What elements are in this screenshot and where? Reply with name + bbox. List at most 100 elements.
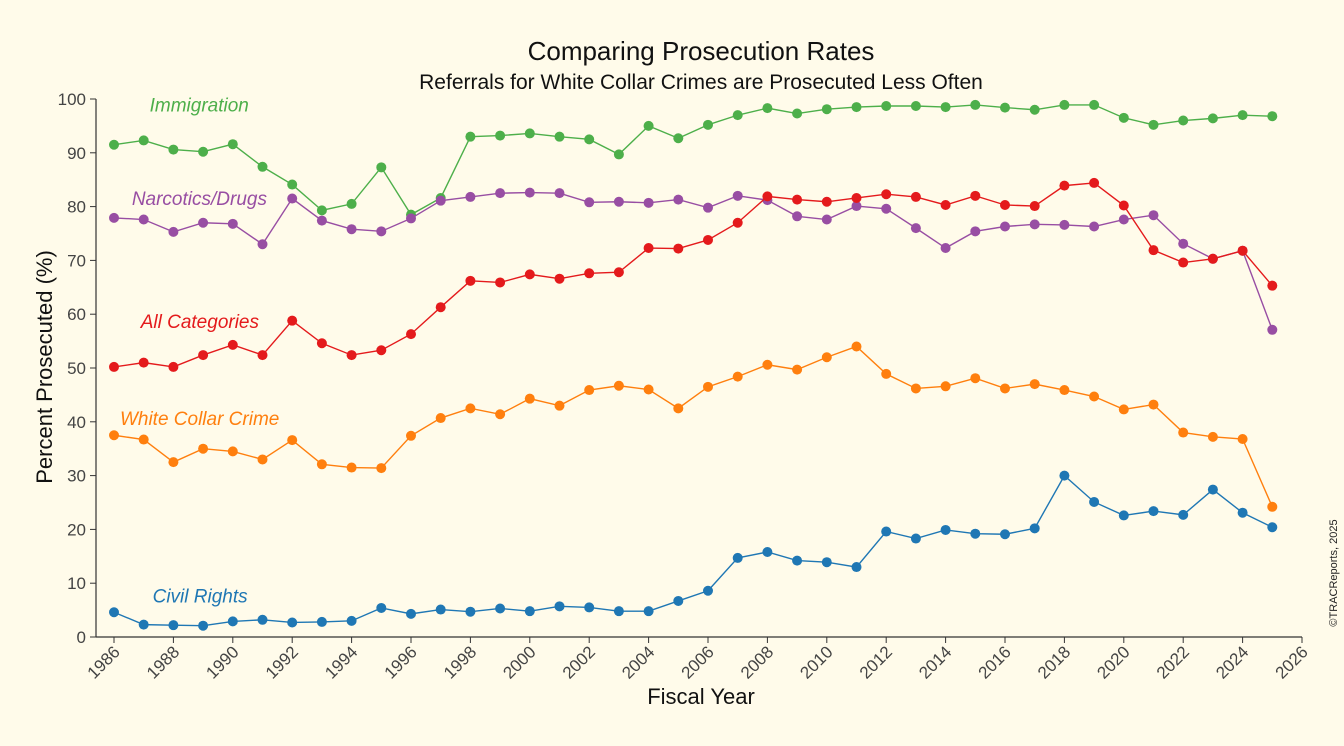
data-point-civil-rights bbox=[198, 620, 209, 631]
data-point-immigration bbox=[792, 108, 803, 119]
data-point-narcotics-drugs bbox=[703, 202, 713, 213]
data-point-all-categories bbox=[1178, 257, 1189, 268]
data-point-white-collar-crime bbox=[168, 457, 179, 468]
data-point-all-categories bbox=[257, 350, 268, 361]
data-point-immigration bbox=[970, 99, 981, 110]
data-point-narcotics-drugs bbox=[673, 194, 684, 205]
data-point-all-categories bbox=[406, 329, 416, 340]
data-point-all-categories bbox=[762, 191, 773, 202]
data-point-all-categories bbox=[1118, 200, 1129, 211]
data-point-white-collar-crime bbox=[198, 443, 209, 454]
data-point-narcotics-drugs bbox=[1059, 219, 1070, 230]
data-point-civil-rights bbox=[138, 619, 149, 630]
data-point-civil-rights bbox=[376, 602, 387, 613]
data-point-immigration bbox=[613, 149, 624, 160]
data-point-civil-rights bbox=[673, 595, 684, 606]
data-point-narcotics-drugs bbox=[851, 201, 862, 212]
data-point-narcotics-drugs bbox=[435, 195, 446, 206]
x-tick-label: 2022 bbox=[1153, 642, 1193, 682]
data-point-white-collar-crime bbox=[792, 364, 803, 375]
data-point-all-categories bbox=[316, 338, 327, 349]
series-layer bbox=[109, 99, 1278, 631]
data-point-immigration bbox=[1237, 110, 1248, 121]
x-tick-label: 2004 bbox=[618, 642, 658, 682]
data-point-narcotics-drugs bbox=[1148, 210, 1159, 221]
data-point-narcotics-drugs bbox=[881, 203, 892, 214]
data-point-all-categories bbox=[1000, 199, 1010, 210]
data-point-all-categories bbox=[613, 267, 624, 278]
data-point-white-collar-crime bbox=[495, 409, 506, 420]
data-point-white-collar-crime bbox=[1237, 434, 1248, 445]
data-point-civil-rights bbox=[227, 616, 238, 627]
data-point-narcotics-drugs bbox=[1029, 219, 1040, 230]
data-point-white-collar-crime bbox=[613, 380, 624, 391]
x-tick-label: 1996 bbox=[381, 642, 421, 682]
data-point-immigration bbox=[1059, 99, 1070, 110]
data-point-white-collar-crime bbox=[257, 454, 268, 465]
data-point-civil-rights bbox=[287, 617, 298, 628]
data-point-white-collar-crime bbox=[346, 462, 357, 473]
data-point-immigration bbox=[257, 161, 268, 172]
data-point-narcotics-drugs bbox=[940, 243, 951, 254]
series-white-collar-crime bbox=[109, 341, 1278, 512]
data-point-white-collar-crime bbox=[584, 385, 595, 396]
data-point-immigration bbox=[287, 179, 298, 190]
data-point-immigration bbox=[1089, 99, 1100, 110]
x-tick-label: 2024 bbox=[1212, 642, 1252, 682]
data-point-narcotics-drugs bbox=[732, 190, 743, 201]
data-point-narcotics-drugs bbox=[910, 223, 921, 234]
data-point-civil-rights bbox=[406, 608, 416, 619]
data-point-all-categories bbox=[287, 315, 298, 326]
data-point-white-collar-crime bbox=[1178, 427, 1189, 438]
data-point-civil-rights bbox=[613, 606, 624, 617]
data-point-white-collar-crime bbox=[1118, 404, 1129, 415]
data-point-civil-rights bbox=[703, 585, 713, 596]
data-point-civil-rights bbox=[643, 606, 654, 617]
data-point-all-categories bbox=[1267, 280, 1278, 291]
x-tick-label: 2012 bbox=[856, 642, 896, 682]
series-line-narcotics-drugs bbox=[113, 191, 1273, 331]
data-point-narcotics-drugs bbox=[138, 214, 149, 225]
data-point-all-categories bbox=[584, 268, 595, 279]
data-point-all-categories bbox=[435, 302, 446, 313]
series-label-white-collar-crime: White Collar Crime bbox=[120, 409, 279, 430]
y-tick-label: 50 bbox=[67, 359, 86, 378]
data-point-white-collar-crime bbox=[554, 400, 565, 411]
data-point-narcotics-drugs bbox=[970, 226, 981, 237]
data-point-narcotics-drugs bbox=[376, 226, 387, 237]
series-narcotics-drugs bbox=[109, 187, 1278, 335]
data-point-civil-rights bbox=[1000, 529, 1010, 540]
series-label-immigration: Immigration bbox=[150, 95, 249, 116]
data-point-white-collar-crime bbox=[109, 430, 119, 441]
copyright-watermark: ©TRACReports, 2025 bbox=[1328, 519, 1340, 626]
data-point-all-categories bbox=[1207, 253, 1218, 264]
data-point-white-collar-crime bbox=[821, 352, 832, 363]
series-immigration bbox=[109, 99, 1278, 220]
data-point-narcotics-drugs bbox=[554, 188, 565, 199]
data-point-white-collar-crime bbox=[1029, 379, 1040, 390]
data-point-narcotics-drugs bbox=[257, 239, 268, 250]
data-point-immigration bbox=[376, 162, 387, 173]
data-point-civil-rights bbox=[732, 552, 743, 563]
data-point-civil-rights bbox=[970, 528, 981, 539]
data-point-all-categories bbox=[792, 194, 803, 205]
data-point-immigration bbox=[703, 119, 713, 130]
data-point-immigration bbox=[554, 131, 565, 142]
data-point-white-collar-crime bbox=[762, 359, 773, 370]
data-point-immigration bbox=[673, 133, 684, 144]
data-point-white-collar-crime bbox=[1267, 501, 1278, 512]
data-point-civil-rights bbox=[435, 604, 446, 615]
data-point-white-collar-crime bbox=[910, 383, 921, 394]
series-line-white-collar-crime bbox=[113, 345, 1273, 508]
y-tick-label: 20 bbox=[67, 520, 86, 539]
data-point-narcotics-drugs bbox=[1178, 238, 1189, 249]
data-point-narcotics-drugs bbox=[287, 193, 298, 204]
data-point-all-categories bbox=[495, 277, 506, 288]
y-tick-label: 0 bbox=[77, 628, 86, 647]
data-point-civil-rights bbox=[524, 606, 535, 617]
y-axis-ticks: 0 10 20 30 40 50 60 70 80 90 100 bbox=[58, 90, 96, 647]
data-point-all-categories bbox=[524, 269, 535, 280]
data-point-immigration bbox=[1000, 102, 1010, 113]
data-point-civil-rights bbox=[554, 601, 565, 612]
data-point-immigration bbox=[762, 103, 773, 114]
